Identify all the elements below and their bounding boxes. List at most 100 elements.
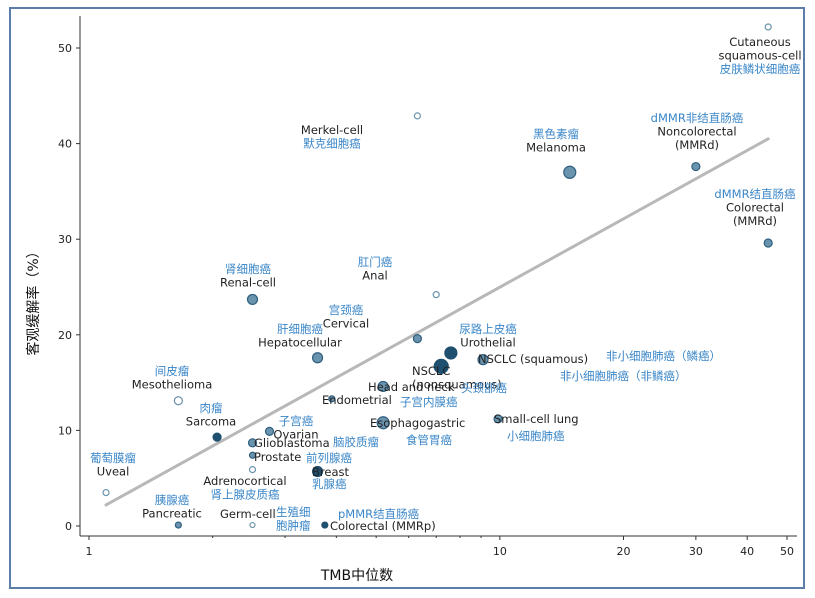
point-glioblastoma — [247, 438, 258, 448]
en-label-ovarian: Ovarian — [273, 428, 318, 442]
en-label-small-cell-lung: Small-cell lung — [494, 412, 579, 426]
point-prostate — [248, 451, 257, 459]
y-tick-label: 10 — [58, 424, 72, 437]
en-label-head-and-neck: Head and neck — [368, 380, 455, 394]
zh-label-adrenocortical: 肾上腺皮质癌 — [211, 488, 280, 502]
point-cervical — [412, 334, 422, 344]
x-axis-title: TMB中位数 — [320, 568, 393, 584]
point-sarcoma — [212, 432, 222, 442]
en-label-noncolorectal-mmrd: Noncolorectal — [657, 125, 736, 139]
zh-label-cutaneous-squamous-cell: 皮肤鳞状细胞癌 — [720, 62, 801, 76]
en-label-nsclc-nonsquamous: NSCLC — [412, 364, 450, 378]
zh-label-nsclc-squamous: 非小细胞肺癌（鳞癌） — [606, 349, 721, 363]
en-label-cervical: Cervical — [323, 317, 369, 331]
point-uveal — [102, 488, 110, 497]
en-label-noncolorectal-mmrd: (MMRd) — [675, 138, 719, 152]
x-tick-label: 1 — [86, 545, 93, 558]
zh-label-hepatocellular: 肝细胞癌 — [277, 322, 323, 336]
en-label-melanoma: Melanoma — [526, 141, 586, 155]
zh-label-colorectal-mmrp: pMMR结直肠癌 — [338, 507, 420, 521]
point-colorectal-mmrp — [321, 521, 329, 529]
point-merkel-cell — [413, 112, 421, 120]
point-urothelial — [444, 346, 458, 360]
zh-label-sarcoma: 肉瘤 — [200, 401, 223, 415]
point-nsclc-squamous — [477, 354, 489, 366]
zh-label-endometrial: 子宫内膜癌 — [400, 395, 458, 409]
point-cutaneous-squamous-cell — [764, 23, 772, 31]
point-colorectal-mmrd — [763, 238, 773, 248]
x-tick-label: 40 — [740, 545, 754, 558]
zh-label-merkel-cell: 默克细胞癌 — [303, 137, 361, 151]
y-tick-label: 30 — [58, 233, 72, 246]
en-label-renal-cell: Renal-cell — [220, 276, 276, 290]
en-label-colorectal-mmrd: (MMRd) — [733, 214, 777, 228]
zh-label-germ-cell: 生殖细 — [276, 505, 311, 519]
zh-label-germ-cell: 胞肿瘤 — [276, 519, 311, 533]
x-tick-label: 20 — [617, 545, 631, 558]
point-mesothelioma — [173, 396, 183, 406]
en-label-merkel-cell: Merkel-cell — [301, 123, 363, 137]
en-label-nsclc-squamous: NSCLC (squamous) — [478, 352, 588, 366]
en-label-glioblastoma: Glioblastoma — [254, 436, 330, 450]
point-head-and-neck — [377, 380, 389, 393]
en-label-mesothelioma: Mesothelioma — [132, 378, 213, 392]
point-pancreatic — [174, 521, 182, 529]
point-hepatocellular — [311, 352, 324, 364]
trendline — [104, 137, 770, 507]
y-axis-title: 客观缓解率（%） — [25, 244, 42, 355]
zh-label-mesothelioma: 间皮瘤 — [155, 364, 190, 378]
point-noncolorectal-mmrd — [691, 161, 701, 172]
zh-label-prostate: 前列腺癌 — [306, 451, 352, 465]
zh-label-pancreatic: 胰腺癌 — [155, 493, 190, 507]
x-tick-label: 50 — [780, 545, 794, 558]
zh-label-noncolorectal-mmrd: dMMR非结直肠癌 — [651, 111, 744, 125]
y-tick-label: 50 — [58, 42, 72, 55]
en-label-esophagogastric: Esophagogastric — [370, 416, 465, 430]
y-tick-label: 40 — [58, 138, 72, 151]
trendline-group — [104, 137, 770, 507]
zh-label-breast: 乳腺癌 — [312, 477, 347, 491]
point-renal-cell — [246, 293, 259, 306]
en-label-uveal: Uveal — [97, 465, 130, 479]
en-label-cutaneous-squamous-cell: Cutaneous — [729, 35, 791, 49]
zh-label-melanoma: 黑色素瘤 — [533, 127, 579, 141]
en-label-anal: Anal — [362, 269, 387, 283]
en-label-endometrial: Endometrial — [322, 393, 392, 407]
point-endometrial — [328, 395, 336, 403]
point-nsclc-nonsquamous — [433, 358, 449, 374]
zh-label-urothelial: 尿路上皮癌 — [459, 322, 517, 336]
axes: 0 10 20 30 40 50 1 10 20 30 40 50 — [58, 16, 797, 558]
point-adrenocortical — [248, 465, 257, 474]
chart-frame — [9, 7, 805, 589]
en-label-sarcoma: Sarcoma — [186, 415, 236, 429]
zh-label-cervical: 宫颈癌 — [329, 303, 364, 317]
zh-label-renal-cell: 肾细胞癌 — [225, 262, 271, 276]
en-label-prostate: Prostate — [254, 450, 301, 464]
zh-label-colorectal-mmrd: dMMR结直肠癌 — [714, 187, 796, 201]
en-label-urothelial: Urothelial — [460, 336, 515, 350]
en-label-colorectal-mmrp: Colorectal (MMRp) — [330, 519, 436, 533]
zh-label-glioblastoma: 脑胶质瘤 — [333, 435, 379, 449]
en-label-germ-cell: Germ-cell — [220, 507, 276, 521]
zh-label-esophagogastric: 食管胃癌 — [406, 433, 452, 447]
y-tick-label: 0 — [65, 520, 72, 533]
zh-label-anal: 肛门癌 — [358, 255, 393, 269]
data-points — [102, 23, 773, 529]
en-label-nsclc-nonsquamous: (nonsquamous) — [412, 378, 502, 392]
en-label-breast: Breast — [312, 465, 349, 479]
point-breast — [311, 465, 324, 478]
point-esophagogastric — [376, 416, 390, 430]
en-label-adrenocortical: Adrenocortical — [203, 474, 286, 488]
zh-label-nsclc-nonsquamous: 非小细胞肺癌（非鳞癌） — [560, 369, 687, 383]
x-tick-label: 30 — [689, 545, 703, 558]
zh-label-ovarian: 子宫癌 — [279, 414, 314, 428]
en-label-cutaneous-squamous-cell: squamous-cell — [718, 49, 801, 63]
point-ovarian — [264, 426, 275, 436]
en-label-hepatocellular: Hepatocellular — [258, 336, 342, 350]
point-germ-cell — [249, 521, 256, 529]
y-tick-label: 20 — [58, 329, 72, 342]
point-anal — [432, 291, 440, 299]
point-melanoma — [563, 165, 577, 179]
